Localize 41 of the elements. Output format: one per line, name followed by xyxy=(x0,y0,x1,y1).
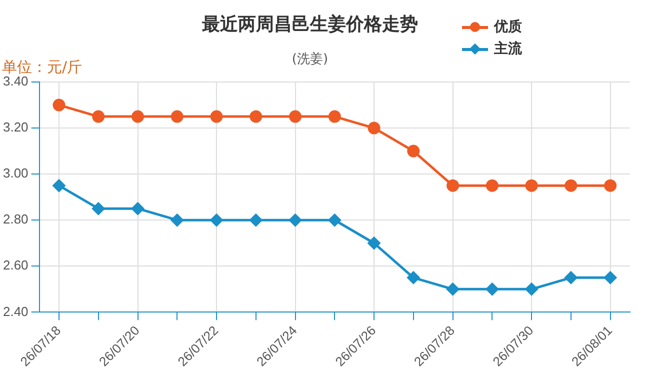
y-tick-label: 2.80 xyxy=(2,212,28,227)
point xyxy=(132,202,144,215)
text: 单位：元/斤 xyxy=(2,58,82,76)
y-tick-label: 3.00 xyxy=(2,166,28,181)
point xyxy=(446,179,460,192)
point xyxy=(407,144,420,158)
y-tick-label: 2.40 xyxy=(2,304,28,319)
point xyxy=(446,282,460,296)
legend-label: 优质 xyxy=(494,18,522,36)
point xyxy=(486,179,498,192)
point xyxy=(368,122,380,134)
point xyxy=(210,110,223,123)
y-tick-label: 3.40 xyxy=(2,74,28,89)
point xyxy=(132,110,144,123)
chart-title: 最近两周昌邑生姜价格走势 xyxy=(201,13,419,36)
point xyxy=(328,214,341,226)
chart-subtitle: (洗姜) xyxy=(290,50,330,68)
point xyxy=(328,110,341,123)
point xyxy=(250,214,262,226)
legend-label: 主流 xyxy=(494,40,522,58)
y-tick-label: 2.60 xyxy=(2,258,28,273)
point xyxy=(210,214,223,226)
point xyxy=(564,179,578,192)
point xyxy=(170,214,184,226)
point xyxy=(486,282,498,296)
point xyxy=(368,236,380,250)
point xyxy=(52,179,66,192)
point xyxy=(250,110,262,123)
point xyxy=(604,271,617,284)
point xyxy=(564,271,578,284)
point xyxy=(289,110,302,123)
point xyxy=(525,282,538,296)
point xyxy=(289,214,302,226)
point xyxy=(92,202,105,215)
point xyxy=(52,98,66,112)
point xyxy=(407,271,420,284)
point xyxy=(92,110,105,123)
point xyxy=(525,179,538,192)
y-tick-label: 3.20 xyxy=(2,120,28,135)
point xyxy=(170,110,184,123)
point xyxy=(604,179,617,192)
